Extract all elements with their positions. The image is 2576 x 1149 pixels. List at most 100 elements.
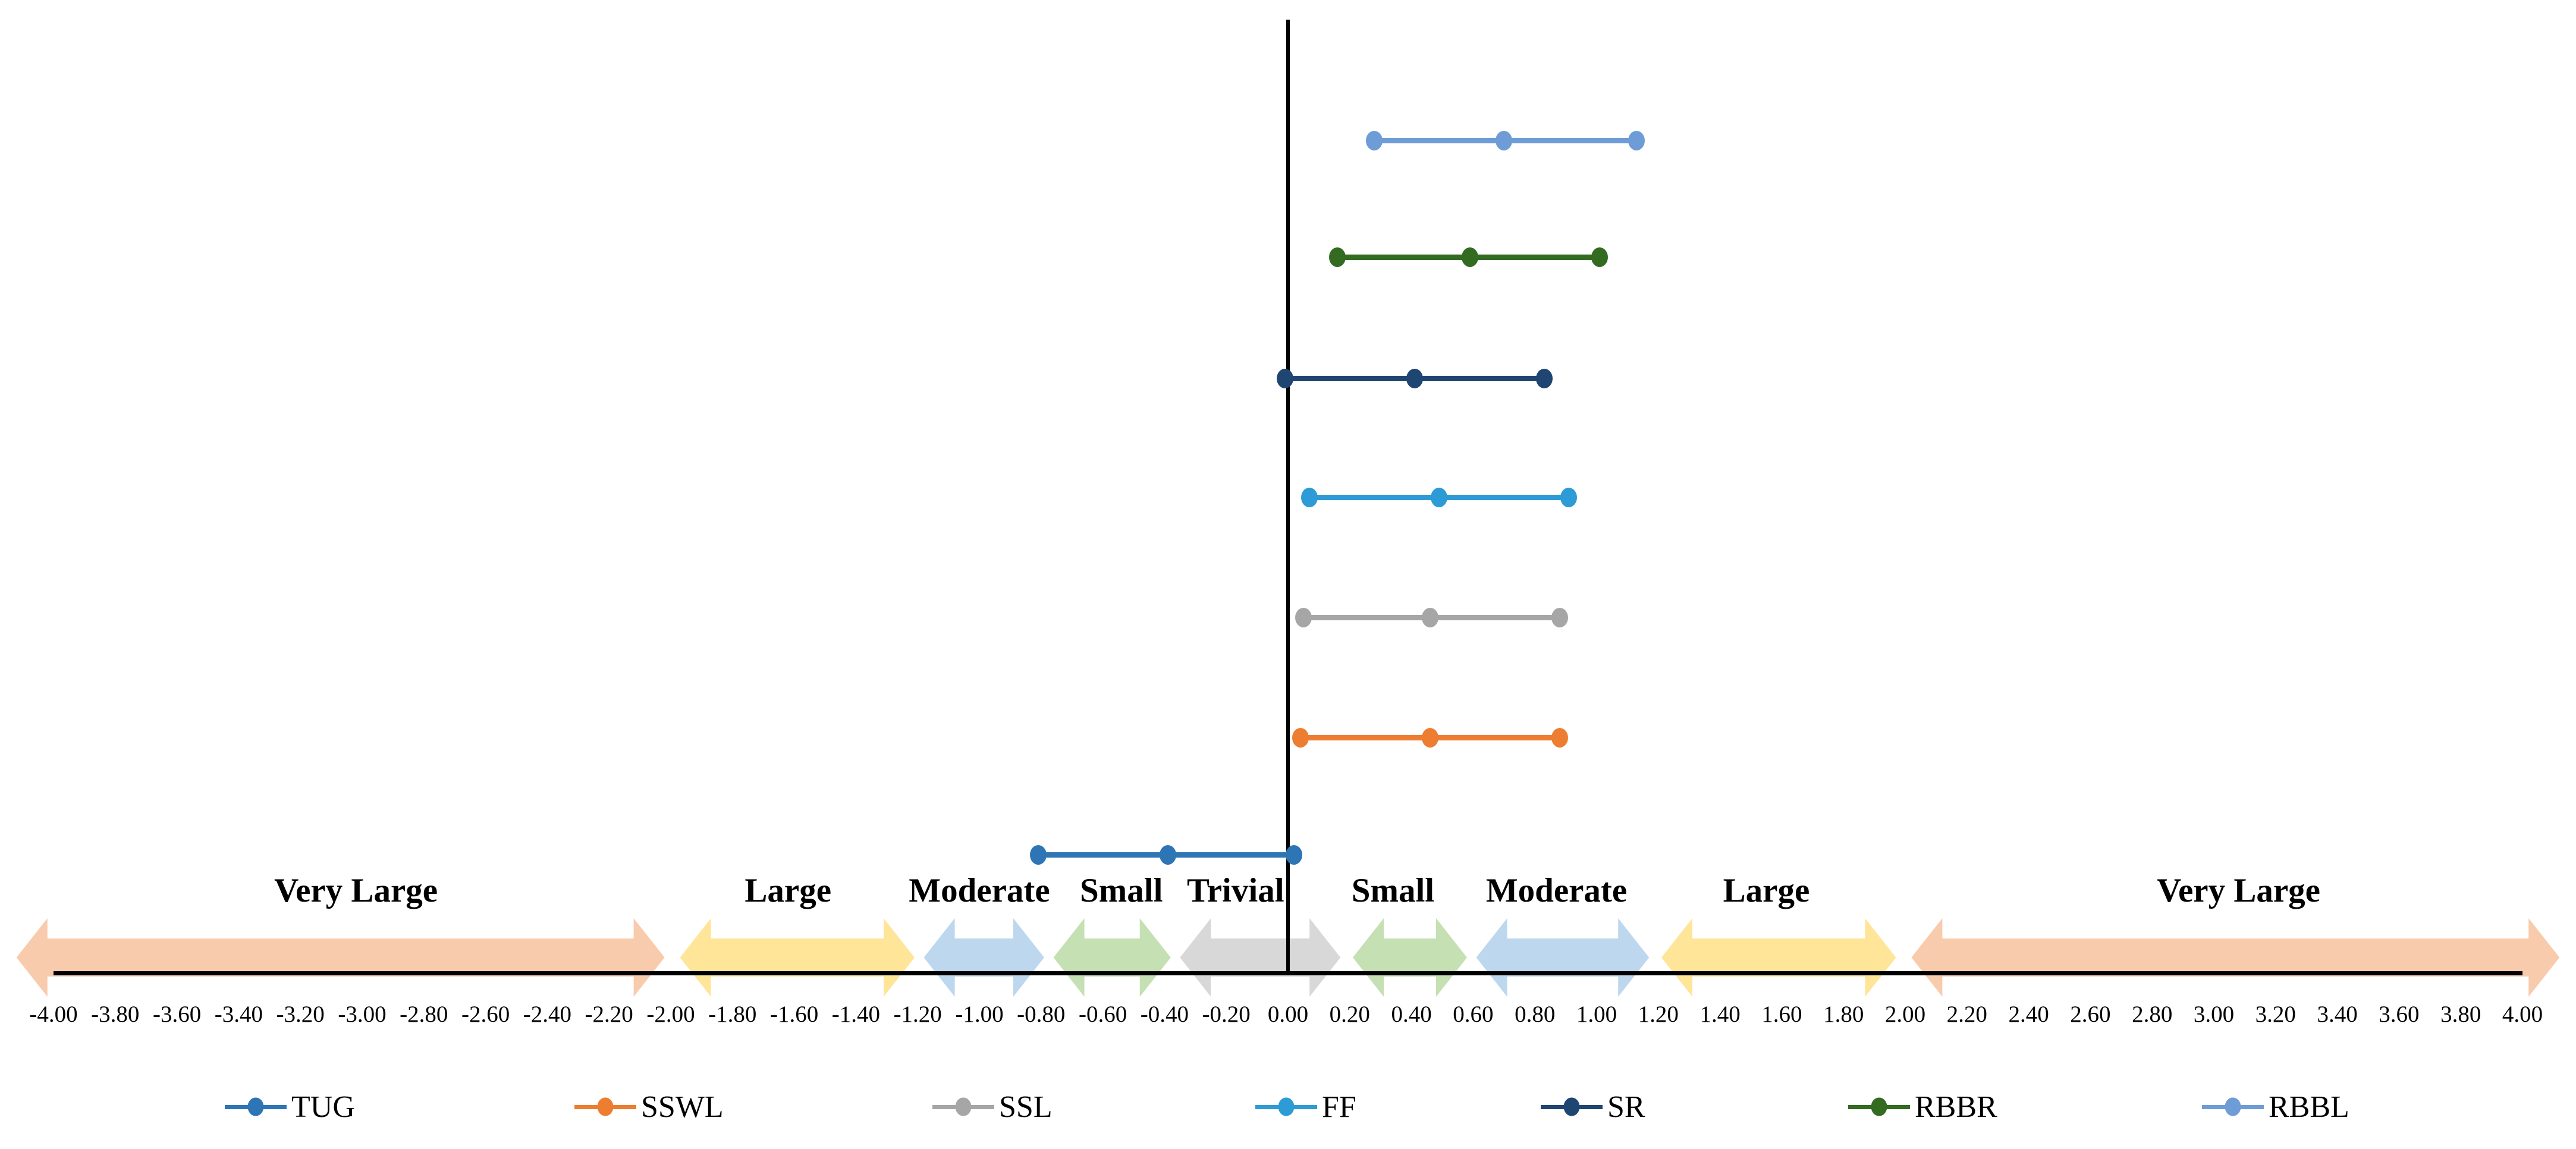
- legend-label: SSWL: [641, 1090, 724, 1124]
- x-tick-label: -3.20: [276, 1002, 325, 1027]
- x-tick-label: 3.20: [2255, 1002, 2296, 1027]
- x-tick-label: 2.00: [1884, 1002, 1926, 1027]
- legend-dot-icon: [247, 1097, 264, 1116]
- magnitude-label-large-1: Large: [744, 872, 832, 909]
- legend-item-sswl: SSWL: [574, 1088, 724, 1125]
- legend-label: RBBR: [1915, 1090, 1997, 1124]
- legend-label: SR: [1607, 1090, 1645, 1124]
- sswl-upper-point: [1551, 728, 1568, 748]
- band-arrow-very-large-8: [1911, 918, 2560, 997]
- ssl-lower-point: [1295, 608, 1312, 627]
- x-tick-label: 1.00: [1576, 1002, 1617, 1027]
- ff-lower-point: [1301, 488, 1318, 507]
- rbbl-mean-point: [1496, 131, 1513, 150]
- magnitude-label-trivial-4: Trivial: [1186, 872, 1284, 909]
- x-tick-label: 3.00: [2193, 1002, 2235, 1027]
- band-arrow-large-1: [680, 918, 915, 997]
- x-tick-label: -3.00: [338, 1002, 387, 1027]
- magnitude-arrow-bands: [16, 918, 2560, 997]
- legend-dot-icon: [2225, 1097, 2241, 1116]
- x-tick-label: -3.40: [214, 1002, 263, 1027]
- legend-line-marker-icon: [574, 1097, 636, 1116]
- rbbl-lower-point: [1366, 131, 1383, 150]
- legend-dot-icon: [1871, 1097, 1887, 1116]
- x-tick-label: 0.80: [1515, 1002, 1556, 1027]
- x-tick-label: -0.80: [1017, 1002, 1066, 1027]
- legend-dot-icon: [597, 1097, 614, 1116]
- x-tick-label: -3.80: [91, 1002, 140, 1027]
- x-tick-label: 2.80: [2132, 1002, 2173, 1027]
- x-tick-label: -2.60: [461, 1002, 510, 1027]
- legend-line-marker-icon: [932, 1097, 994, 1116]
- band-arrow-moderate-2: [923, 918, 1044, 997]
- x-axis-line: [54, 971, 2522, 975]
- x-tick-label: -1.80: [708, 1002, 757, 1027]
- legend-item-rbbr: RBBR: [1848, 1088, 1997, 1125]
- legend-dot-icon: [955, 1097, 972, 1116]
- x-tick-label: -0.20: [1202, 1002, 1251, 1027]
- x-tick-label: 3.60: [2379, 1002, 2420, 1027]
- x-tick-label: 1.60: [1761, 1002, 1802, 1027]
- rbbr-lower-point: [1329, 247, 1346, 267]
- sswl-lower-point: [1292, 728, 1309, 748]
- magnitude-label-very-large-8: Very Large: [2157, 872, 2320, 909]
- magnitude-label-small-5: Small: [1351, 872, 1435, 909]
- legend-dot-icon: [1563, 1097, 1580, 1116]
- ssl-upper-point: [1551, 608, 1568, 627]
- x-tick-label: -1.60: [769, 1002, 819, 1027]
- tug-upper-point: [1286, 845, 1303, 865]
- x-tick-label: 2.60: [2070, 1002, 2111, 1027]
- x-tick-label: -3.60: [152, 1002, 202, 1027]
- legend-line-marker-icon: [1848, 1097, 1910, 1116]
- legend-item-ff: FF: [1255, 1088, 1356, 1125]
- x-tick-label: 1.20: [1638, 1002, 1679, 1027]
- x-tick-label: 2.20: [1946, 1002, 1987, 1027]
- magnitude-label-moderate-6: Moderate: [1485, 872, 1628, 909]
- x-tick-label: 4.00: [2502, 1002, 2543, 1027]
- legend-label: RBBL: [2269, 1090, 2349, 1124]
- band-arrow-trivial-4: [1180, 918, 1341, 997]
- x-tick-label: 2.40: [2008, 1002, 2049, 1027]
- x-tick-label: 0.40: [1391, 1002, 1432, 1027]
- zero-axis-line: [1286, 20, 1290, 971]
- x-tick-label: -4.00: [29, 1002, 78, 1027]
- rbbr-mean-point: [1462, 247, 1479, 267]
- legend-label: FF: [1322, 1090, 1356, 1124]
- ff-upper-point: [1560, 488, 1578, 507]
- x-tick-label: -2.00: [646, 1002, 695, 1027]
- legend-item-rbbl: RBBL: [2202, 1088, 2349, 1125]
- x-tick-label: -2.20: [585, 1002, 633, 1027]
- x-tick-label: 3.40: [2317, 1002, 2358, 1027]
- legend-label: SSL: [999, 1090, 1053, 1124]
- ff-mean-point: [1431, 488, 1448, 507]
- legend-item-ssl: SSL: [932, 1088, 1053, 1125]
- ssl-mean-point: [1421, 608, 1438, 627]
- band-arrow-very-large-0: [16, 918, 665, 997]
- x-tick-label: 0.00: [1267, 1002, 1309, 1027]
- band-arrow-small-3: [1053, 918, 1171, 997]
- tug-mean-point: [1159, 845, 1176, 865]
- band-arrow-large-7: [1661, 918, 1896, 997]
- x-tick-label: 1.80: [1823, 1002, 1864, 1027]
- rbbr-upper-point: [1591, 247, 1609, 267]
- x-tick-label: -1.40: [831, 1002, 881, 1027]
- legend-item-tug: TUG: [225, 1088, 355, 1125]
- band-arrow-small-5: [1352, 918, 1468, 997]
- legend-label: TUG: [291, 1090, 355, 1124]
- rbbl-upper-point: [1628, 131, 1645, 150]
- x-tick-label: -0.60: [1078, 1002, 1127, 1027]
- sswl-mean-point: [1421, 728, 1438, 748]
- magnitude-label-very-large-0: Very Large: [274, 872, 438, 909]
- legend-line-marker-icon: [225, 1097, 287, 1116]
- sr-mean-point: [1406, 369, 1423, 388]
- magnitude-label-large-7: Large: [1723, 872, 1810, 909]
- legend-line-marker-icon: [2202, 1097, 2264, 1116]
- x-tick-label: 1.40: [1699, 1002, 1741, 1027]
- legend-line-marker-icon: [1255, 1097, 1317, 1116]
- legend-line-marker-icon: [1541, 1097, 1603, 1116]
- sr-lower-point: [1276, 369, 1293, 388]
- sr-upper-point: [1535, 369, 1553, 388]
- legend-dot-icon: [1278, 1097, 1295, 1116]
- x-tick-label: -2.40: [523, 1002, 572, 1027]
